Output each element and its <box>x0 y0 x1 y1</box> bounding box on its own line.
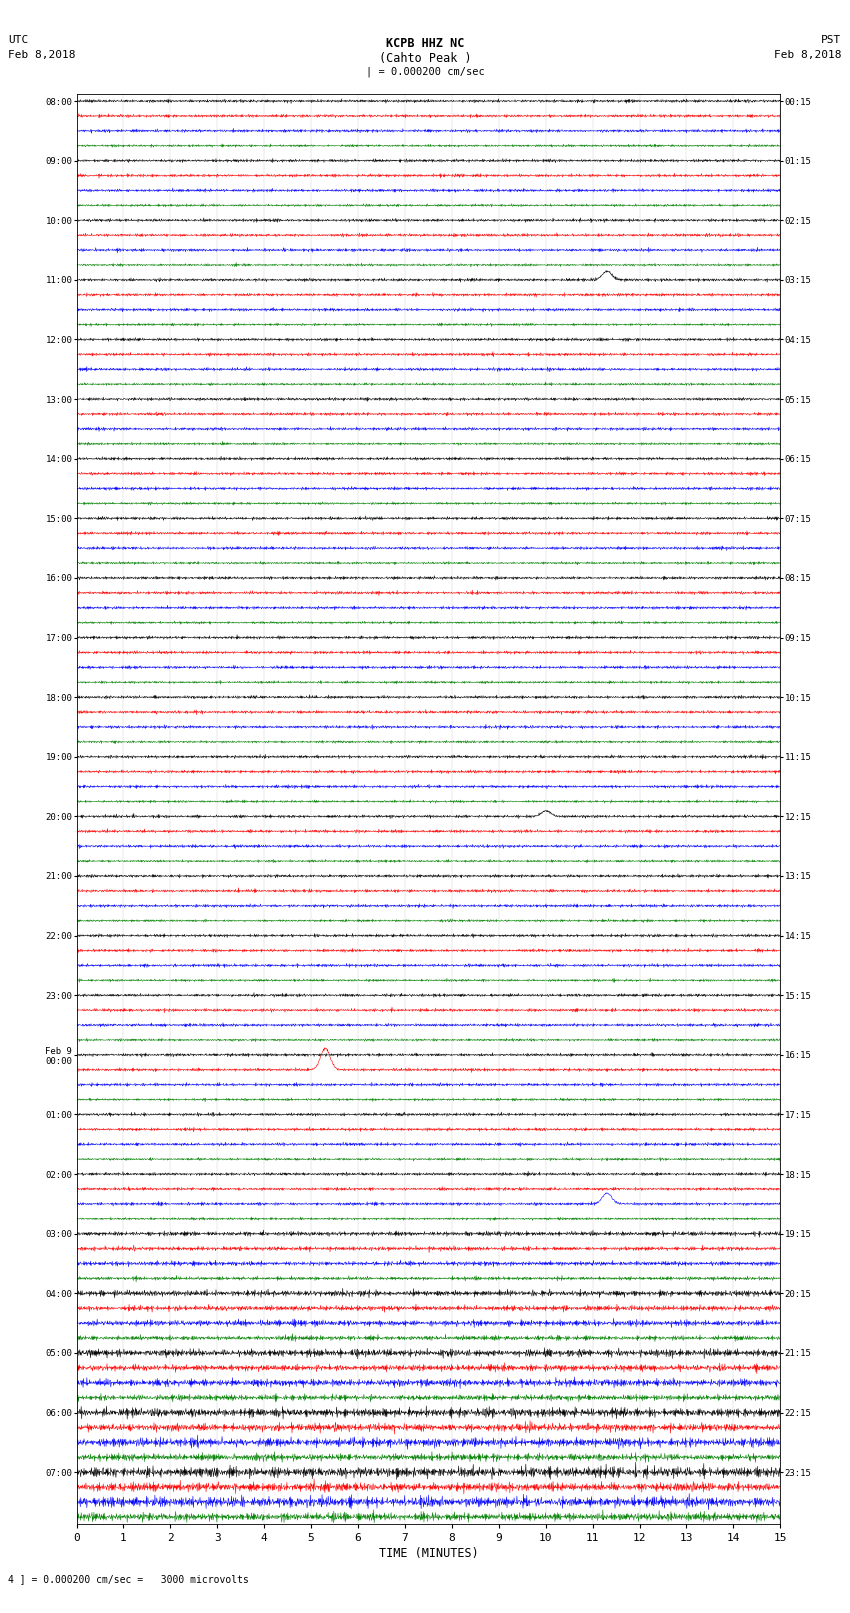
X-axis label: TIME (MINUTES): TIME (MINUTES) <box>378 1547 479 1560</box>
Text: UTC: UTC <box>8 35 29 45</box>
Text: Feb 8,2018: Feb 8,2018 <box>774 50 842 60</box>
Text: KCPB HHZ NC: KCPB HHZ NC <box>386 37 464 50</box>
Text: (Cahto Peak ): (Cahto Peak ) <box>379 52 471 65</box>
Text: 4 ] = 0.000200 cm/sec =   3000 microvolts: 4 ] = 0.000200 cm/sec = 3000 microvolts <box>8 1574 249 1584</box>
Text: PST: PST <box>821 35 842 45</box>
Text: Feb 8,2018: Feb 8,2018 <box>8 50 76 60</box>
Text: | = 0.000200 cm/sec: | = 0.000200 cm/sec <box>366 66 484 77</box>
